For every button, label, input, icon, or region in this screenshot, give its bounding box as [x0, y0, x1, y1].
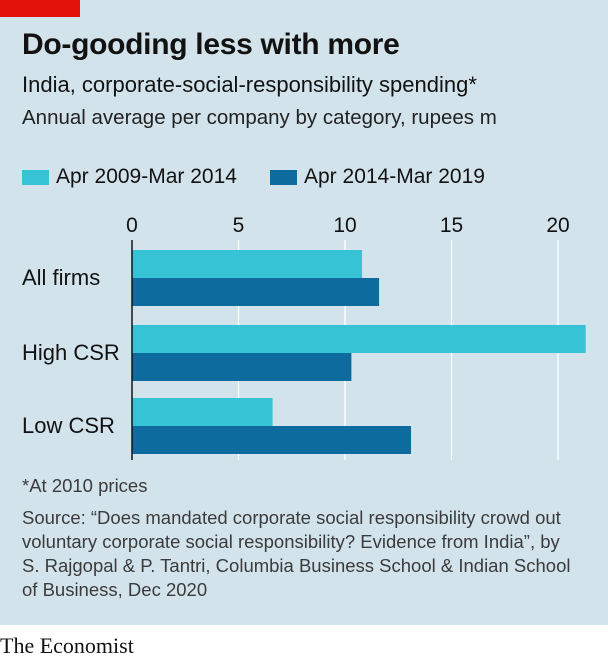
x-tick-label: 20	[546, 214, 569, 237]
chart-units: Annual average per company by category, …	[22, 106, 497, 129]
bar-high-csr-series1	[132, 325, 586, 353]
bar-all-firms-series2	[132, 278, 380, 306]
legend-swatch-series2	[270, 169, 297, 185]
legend-item-series2: Apr 2014-Mar 2019	[270, 165, 485, 189]
chart-title: Do-gooding less with more	[22, 28, 400, 61]
x-tick-label: 10	[333, 214, 356, 237]
category-label: Low CSR	[22, 413, 115, 438]
legend-swatch-series1	[22, 169, 49, 185]
source-note: Source: “Does mandated corporate social …	[22, 507, 571, 600]
legend-item-series1: Apr 2009-Mar 2014	[22, 165, 237, 189]
category-label: All firms	[22, 265, 100, 290]
economist-logo: The Economist	[0, 633, 134, 658]
chart-subtitle: India, corporate-social-responsibility s…	[22, 72, 477, 97]
bar-low-csr-series2	[132, 426, 412, 454]
x-tick-label: 5	[233, 214, 245, 237]
bar-low-csr-series1	[132, 398, 273, 426]
bar-high-csr-series2	[132, 353, 352, 381]
legend-label-series1: Apr 2009-Mar 2014	[56, 165, 237, 188]
x-tick-label: 0	[126, 214, 138, 237]
bar-all-firms-series1	[132, 250, 363, 278]
brand-red-tag	[0, 0, 80, 17]
x-tick-label: 15	[440, 214, 463, 237]
legend-label-series2: Apr 2014-Mar 2019	[304, 165, 485, 188]
footnote: *At 2010 prices	[22, 475, 148, 496]
chart-panel	[0, 0, 608, 625]
bar-chart: 0 5 10 15 20 All firms High CSR Low CSR	[22, 214, 586, 460]
category-label: High CSR	[22, 340, 120, 365]
